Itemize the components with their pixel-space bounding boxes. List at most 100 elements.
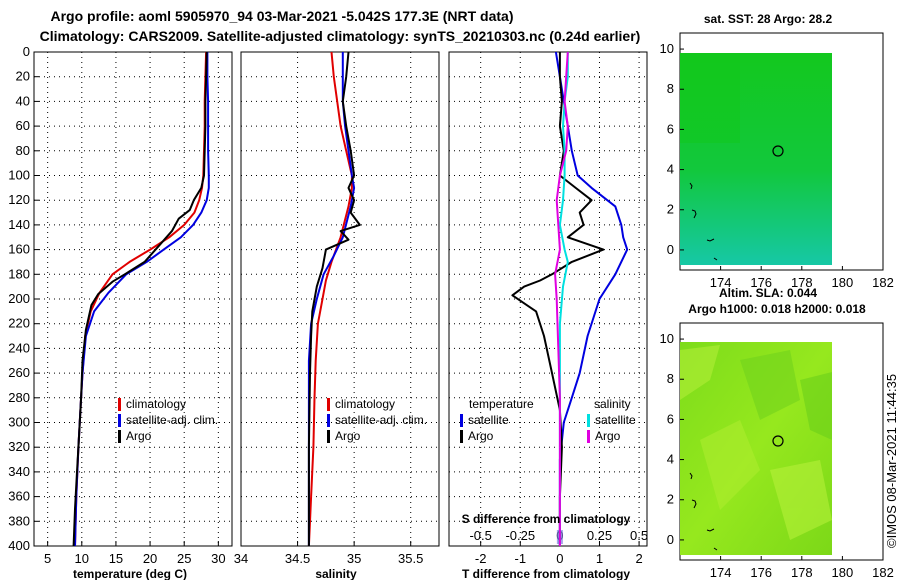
difference-s-tick-label: 0.25 [587,528,612,543]
sst-x-ticks: 174 176 178 180 182 [710,266,894,290]
legend-temp-satellite: satellite [468,413,509,427]
sla-patch-2 [740,350,800,420]
sst_map-xtick-label: 176 [750,275,772,290]
difference-grid [449,52,647,546]
depth-tick-label: 100 [8,168,30,183]
difference-x-ticks: -2 -1 0 1 2 [475,541,643,566]
legend-swatch-satellite [118,414,121,427]
sla_map-ytick-label: 8 [667,371,674,386]
salinity-series [307,52,361,546]
legend-swatch-sal-argo [587,430,590,443]
legend-temp-argo: Argo [468,429,494,443]
depth-tick-label: 380 [8,513,30,528]
depth-tick-label: 60 [16,118,30,133]
island-3 [706,528,715,532]
sla-patch-1 [680,345,720,400]
series-argo [72,52,208,546]
depth-tick-label: 280 [8,390,30,405]
temperature-series [72,52,210,546]
coastline-islands [689,182,718,261]
depth-tick-label: 300 [8,415,30,430]
salinity-xtick-label: 35.5 [398,551,423,566]
difference-xlabel: T difference from climatology [462,567,630,580]
difference-xtick-label: 0 [556,551,563,566]
island-2 [691,499,697,509]
legend-swatch-argo [327,430,330,443]
legend-argo: Argo [335,429,361,443]
depth-tick-label: 180 [8,266,30,281]
temperature-xtick-label: 5 [44,551,51,566]
difference-xtick-label: 1 [596,551,603,566]
temperature-plot-frame [33,51,233,547]
depth-tick-label: 140 [8,217,30,232]
sla_map-xtick-label: 178 [791,565,813,580]
temperature-xtick-label: 20 [143,551,157,566]
temperature-xtick-label: 25 [177,551,191,566]
sst_map-ytick-label: 10 [660,41,674,56]
difference-series [511,52,629,546]
temperature-xtick-label: 10 [75,551,89,566]
sla_map-xtick-label: 176 [750,565,772,580]
sst-y-ticks: 0 2 4 6 8 10 [660,41,684,257]
difference-xtick-label: 2 [635,551,642,566]
temperature-x-ticks: 5 10 15 20 25 30 [44,541,226,566]
depth-tick-label: 320 [8,439,30,454]
depth-tick-label: 200 [8,291,30,306]
depth-tick-label: 400 [8,538,30,553]
legend-satellite-adj: satellite-adj. clim. [335,413,427,427]
salinity-xtick-label: 34 [234,551,248,566]
difference-s-tick-label: 0.5 [630,528,648,543]
depth-tick-label: 160 [8,242,30,257]
island-4 [713,257,718,261]
sla_map-ytick-label: 0 [667,532,674,547]
legend-swatch-temp-argo [460,430,463,443]
title-line-1: Argo profile: aoml 5905970_94 03-Mar-202… [51,8,514,24]
island-2 [691,209,697,219]
sst-field [680,53,832,265]
temperature-panel: 0 20 40 60 80 100 120 140 160 180 200 220 240 260 280 3… [8,44,233,580]
sla-patch-5 [800,372,832,440]
sla_map-ytick-label: 2 [667,492,674,507]
salinity-xtick-label: 35 [347,551,361,566]
difference-panel: -2 -1 0 1 2 -0.5 -0.25 0 0.25 0.5 T difference f… [448,51,648,580]
depth-tick-label: 120 [8,192,30,207]
island-3 [706,238,715,242]
sst_map-ytick-label: 6 [667,121,674,136]
depth-tick-label: 80 [16,143,30,158]
salinity-panel: 34 34.5 35 35.5 salinity climatology satell… [234,51,440,580]
sla-field-patches [680,345,832,540]
sst_map-ytick-label: 4 [667,162,674,177]
sla_map-xtick-label: 180 [832,565,854,580]
sst_map-xtick-label: 178 [791,275,813,290]
difference-s-tick-label: -0.25 [505,528,535,543]
difference-plot-frame [448,51,648,547]
temperature-y-ticks: 0 20 40 60 80 100 120 140 160 180 200 220 240 260 280 3… [8,44,39,553]
legend-sal-argo: Argo [595,429,621,443]
difference-legend: temperature satellite Argo salinity sate… [460,397,636,443]
depth-tick-label: 340 [8,464,30,479]
temperature-xtick-label: 30 [211,551,225,566]
sla-map-panel: Altim. SLA: 0.044 Argo h1000: 0.018 h200… [660,286,894,580]
legend-swatch-climatology [118,398,121,411]
sla-argo-location-marker [772,435,784,447]
depth-tick-label: 20 [16,69,30,84]
sla_map-xtick-label: 182 [872,565,894,580]
series-temperature-argo [511,52,605,546]
sst_map-xtick-label: 180 [832,275,854,290]
temperature-xtick-label: 15 [109,551,123,566]
legend-climatology: climatology [126,397,186,411]
difference-xtick-label: -1 [514,551,526,566]
sla-y-ticks: 0 2 4 6 8 10 [660,331,684,547]
sla-patch-4 [770,460,832,540]
difference-s-tick-label: -0.5 [469,528,491,543]
sla_map-ytick-label: 4 [667,452,674,467]
legend-swatch-sal-satellite [587,414,590,427]
salinity-xlabel: salinity [315,567,357,580]
island-1 [689,472,693,480]
legend-climatology: climatology [335,397,395,411]
salinity-grid [241,52,439,546]
legend-temperature-title: temperature [469,397,534,411]
legend-satellite-adj: satellite-adj. clim. [126,413,218,427]
